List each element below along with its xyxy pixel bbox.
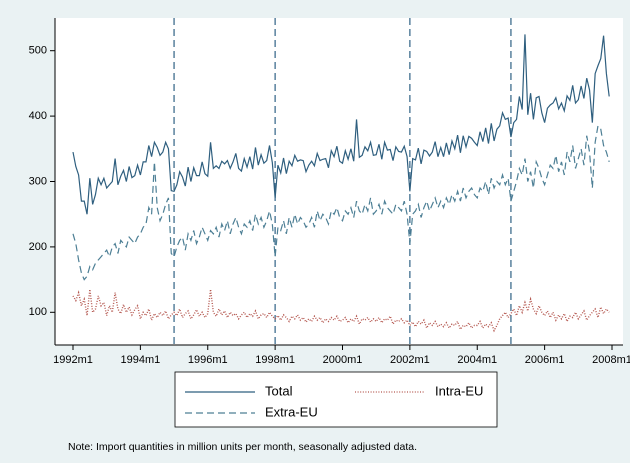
x-tick-label: 1994m1 bbox=[120, 354, 160, 366]
series-line bbox=[72, 34, 610, 215]
x-tick-label: 1996m1 bbox=[188, 354, 228, 366]
x-tick-label: 2008m1 bbox=[592, 354, 630, 366]
legend-label: Extra-EU bbox=[265, 404, 318, 419]
y-tick-label: 500 bbox=[29, 45, 47, 57]
y-tick-label: 400 bbox=[29, 110, 47, 122]
x-tick-label: 1998m1 bbox=[255, 354, 295, 366]
y-tick-label: 200 bbox=[29, 241, 47, 253]
y-tick-label: 100 bbox=[29, 306, 47, 318]
note: Note: Import quantities in million units… bbox=[68, 441, 417, 453]
legend-label: Intra-EU bbox=[435, 383, 483, 398]
series-line bbox=[72, 124, 610, 281]
x-tick-label: 2006m1 bbox=[525, 354, 565, 366]
x-tick-label: 2002m1 bbox=[390, 354, 430, 366]
series-line bbox=[72, 289, 610, 333]
legend-box bbox=[174, 371, 498, 428]
x-tick-label: 2000m1 bbox=[323, 354, 363, 366]
legend-label: Total bbox=[265, 383, 293, 398]
y-tick-label: 300 bbox=[29, 175, 47, 187]
plot-area bbox=[55, 18, 623, 345]
x-tick-label: 2004m1 bbox=[457, 354, 497, 366]
x-tick-label: 1992m1 bbox=[53, 354, 93, 366]
